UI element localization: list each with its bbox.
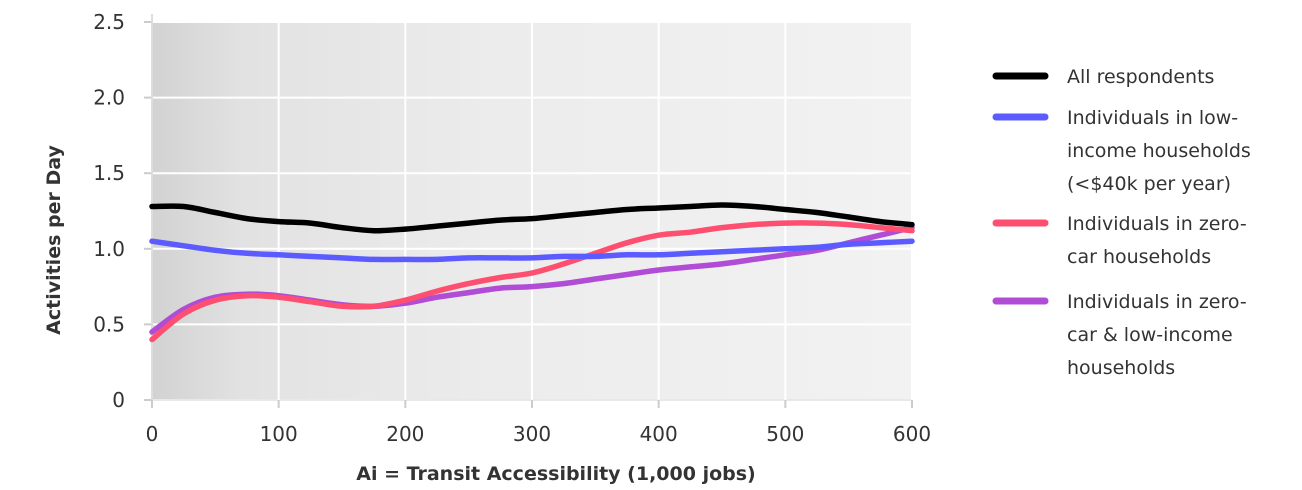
- axes: 0 0.5 1.0 1.5 2.0 2.5 0 100 200 300 400 500 600: [93, 10, 931, 446]
- y-tick-label: 1.0: [93, 237, 125, 261]
- x-tick-label: 400: [640, 422, 678, 446]
- y-tick-label: 0: [112, 388, 125, 412]
- y-tick-label: 2.5: [93, 10, 125, 34]
- legend-label-2: income households: [1067, 140, 1251, 162]
- x-tick-label: 500: [766, 422, 804, 446]
- y-tick-label: 2.0: [93, 86, 125, 110]
- x-tick-label: 0: [146, 422, 159, 446]
- legend-label-2: (<$40k per year): [1067, 173, 1231, 195]
- series-line-1: [149, 202, 915, 234]
- x-tick-label: 600: [893, 422, 931, 446]
- x-tick-label: 300: [513, 422, 551, 446]
- legend-label-4: car & low-income: [1067, 324, 1233, 346]
- legend-label-4: Individuals in zero-: [1067, 291, 1247, 313]
- legend-label-3: car households: [1067, 246, 1211, 268]
- legend-label-2: Individuals in low-: [1067, 107, 1238, 129]
- series-line-3: [149, 220, 915, 343]
- x-axis-title: Ai = Transit Accessibility (1,000 jobs): [356, 463, 756, 485]
- x-tick-label: 100: [260, 422, 298, 446]
- legend: All respondents Individuals in low-income…: [992, 66, 1251, 379]
- y-axis-title: Activities per Day: [43, 145, 65, 335]
- y-tick-label: 1.5: [93, 161, 125, 185]
- x-tick-label: 200: [386, 422, 424, 446]
- legend-label-1: All respondents: [1067, 66, 1214, 88]
- legend-label-3: Individuals in zero-: [1067, 213, 1247, 235]
- y-tick-label: 0.5: [93, 312, 125, 336]
- series-lines: [149, 202, 915, 343]
- legend-label-4: households: [1067, 357, 1175, 379]
- series-line-2: [149, 238, 915, 263]
